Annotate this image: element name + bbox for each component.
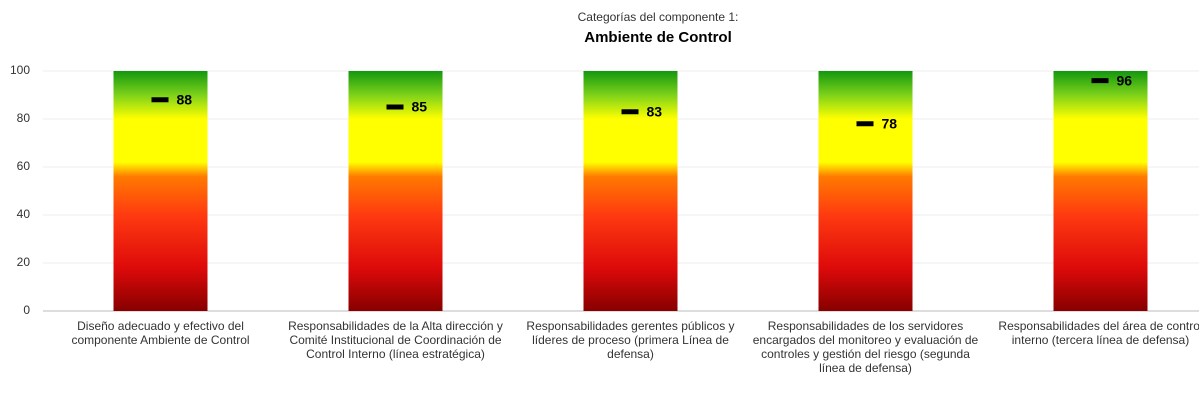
range-bar [113, 71, 208, 311]
value-label: 96 [1117, 72, 1133, 88]
chart-subtitle: Ambiente de Control [584, 29, 732, 46]
range-bar [1053, 71, 1148, 311]
value-label: 88 [177, 92, 193, 108]
y-tick-label: 0 [23, 303, 30, 317]
x-tick-label: Responsabilidades gerentes públicos y lí… [526, 319, 735, 361]
y-tick-label: 20 [17, 255, 31, 269]
x-tick-label: Responsabilidades del área de control in… [998, 319, 1199, 347]
y-tick-label: 40 [17, 207, 31, 221]
value-label: 78 [882, 116, 898, 132]
chart-title: Categorías del componente 1: [578, 10, 739, 24]
range-bar [818, 71, 913, 311]
y-tick-label: 80 [17, 111, 31, 125]
y-tick-label: 100 [10, 63, 30, 77]
x-tick-label: Responsabilidades de la Alta dirección y… [288, 319, 503, 361]
range-bar [583, 71, 678, 311]
value-label: 83 [647, 104, 663, 120]
range-bar [348, 71, 443, 311]
x-tick-label: Responsabilidades de los servidores enca… [752, 319, 979, 375]
y-tick-label: 60 [17, 159, 31, 173]
value-label: 85 [412, 99, 428, 115]
x-tick-label: Diseño adecuado y efectivo del component… [71, 319, 250, 347]
